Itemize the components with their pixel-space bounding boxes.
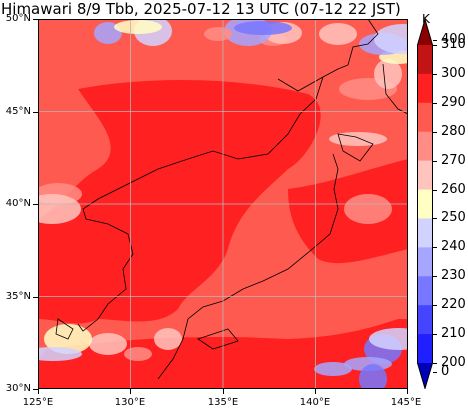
lat-label-30: 30°N xyxy=(5,383,31,394)
lon-label-125: 125°E xyxy=(22,397,54,408)
cloud-patch xyxy=(234,21,292,35)
colorbar-segment xyxy=(417,19,433,45)
lat-tick xyxy=(33,297,38,298)
colorbar-label: 270 xyxy=(441,152,466,168)
colorbar-segment xyxy=(417,73,433,104)
colorbar-label: 310 xyxy=(441,37,466,52)
colorbar-segment xyxy=(417,334,433,364)
lat-tick xyxy=(33,204,38,205)
colorbar-tick xyxy=(433,45,437,46)
cloud-patch xyxy=(38,194,81,224)
colorbar-label: 300 xyxy=(441,65,466,81)
cloud-patch xyxy=(359,364,387,389)
colorbar-tick xyxy=(433,218,437,219)
colorbar-tick xyxy=(433,74,437,75)
cloud-patch xyxy=(314,362,352,376)
colorbar-unit: K xyxy=(422,12,430,26)
coastline-honshu xyxy=(157,153,339,380)
cloud-patch xyxy=(374,59,402,89)
colorbar-label: 210 xyxy=(441,326,466,342)
coastline-island xyxy=(55,318,74,340)
lon-tick xyxy=(315,389,316,394)
colorbar-label: 250 xyxy=(441,210,466,226)
colorbar-label: 0 xyxy=(441,364,450,379)
cloud-patch xyxy=(114,20,162,34)
lat-label-50: 50°N xyxy=(5,13,31,24)
cloud-patch xyxy=(124,347,152,361)
colorbar-tick xyxy=(433,190,437,191)
colorbar-tick xyxy=(433,305,437,306)
colorbar-segment xyxy=(417,131,433,162)
lat-tick xyxy=(33,112,38,113)
colorbar-label: 280 xyxy=(441,123,466,139)
lon-tick xyxy=(223,389,224,394)
lon-tick xyxy=(38,389,39,394)
colorbar-outline xyxy=(417,19,433,389)
colorbar-segment xyxy=(417,276,433,306)
lat-tick xyxy=(33,389,38,390)
cloud-patch xyxy=(369,328,408,350)
lat-tick xyxy=(33,19,38,20)
colorbar-segment xyxy=(417,363,433,389)
colorbar-segment xyxy=(417,218,433,248)
cloud-patch xyxy=(204,27,232,41)
cloud-patch xyxy=(374,24,408,54)
colorbar-segment xyxy=(417,45,433,75)
cloud-patch xyxy=(319,23,357,45)
lon-tick xyxy=(130,389,131,394)
colorbar-segment xyxy=(417,189,433,219)
colorbar-label: 260 xyxy=(441,181,466,197)
colorbar-tick xyxy=(433,334,437,335)
lon-label-140: 140°E xyxy=(299,397,331,408)
colorbar-tick xyxy=(433,363,437,364)
colorbar-label: 220 xyxy=(441,297,466,313)
cloud-patch xyxy=(329,132,387,146)
colorbar-segment xyxy=(417,102,433,133)
lon-label-130: 130°E xyxy=(114,397,146,408)
coastline-hokkaido xyxy=(337,133,374,162)
lon-label-135: 135°E xyxy=(207,397,239,408)
map-title: Himawari 8/9 Tbb, 2025-07-12 13 UTC (07-… xyxy=(1,0,401,18)
coastline-shikoku xyxy=(197,328,239,350)
cloud-patch xyxy=(344,194,392,224)
coastline-russia xyxy=(277,19,379,92)
colorbar-tick xyxy=(433,247,437,248)
lon-label-145: 145°E xyxy=(390,397,422,408)
colorbar-label: 230 xyxy=(441,268,466,284)
warm-region-north xyxy=(38,79,321,324)
colorbar xyxy=(417,19,433,389)
colorbar-tick xyxy=(433,372,437,373)
colorbar-tick xyxy=(433,276,437,277)
map-grid xyxy=(38,19,408,389)
colorbar-label: 240 xyxy=(441,239,466,255)
colorbar-segment xyxy=(417,160,433,191)
colorbar-tick xyxy=(433,40,437,41)
satellite-map xyxy=(38,19,408,389)
colorbar-segment xyxy=(417,305,433,335)
colorbar-tick xyxy=(433,132,437,133)
map-canvas xyxy=(38,19,408,389)
colorbar-label: 200 xyxy=(441,355,466,370)
lat-label-45: 45°N xyxy=(5,106,31,117)
map-frame xyxy=(38,19,408,389)
cloud-patch xyxy=(89,333,127,355)
colorbar-tick xyxy=(433,103,437,104)
colorbar-tick xyxy=(433,161,437,162)
cloud-patch xyxy=(154,328,182,350)
lat-label-40: 40°N xyxy=(5,198,31,209)
colorbar-label: 290 xyxy=(441,94,466,110)
cloud-patch xyxy=(38,347,82,361)
lon-tick xyxy=(407,389,408,394)
colorbar-label: 400 xyxy=(441,32,466,47)
lat-label-35: 35°N xyxy=(5,291,31,302)
colorbar-segment xyxy=(417,247,433,277)
coastline-korea xyxy=(77,76,324,332)
